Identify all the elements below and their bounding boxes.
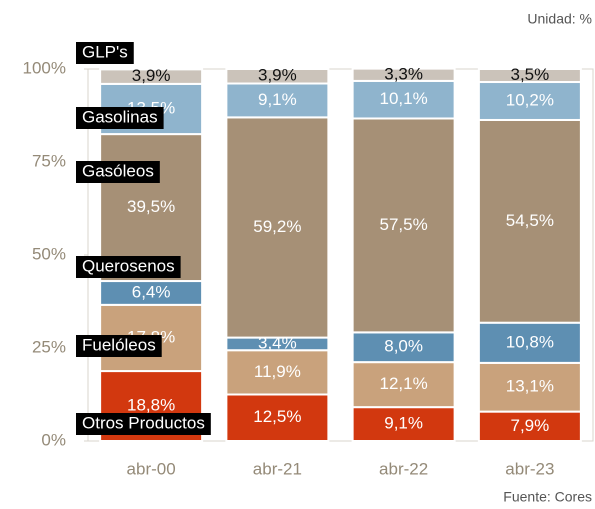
value-label: 7,9% — [511, 416, 550, 435]
bar-segment — [477, 81, 582, 121]
y-tick-label: 100% — [23, 58, 66, 77]
bar-segment — [477, 68, 582, 84]
legend-item: Otros Productos — [76, 413, 211, 435]
source-note: Fuente: Cores — [503, 489, 592, 505]
bar-segment — [477, 361, 582, 413]
value-label: 3,5% — [511, 65, 550, 84]
legend-item: Gasolinas — [76, 107, 164, 129]
bar-segment — [477, 118, 582, 324]
bar-segment — [99, 68, 204, 85]
legend-box — [76, 161, 160, 183]
legend-box — [76, 413, 211, 435]
value-label: 13,1% — [506, 377, 554, 396]
bar-segment — [351, 406, 456, 443]
value-label: 12,5% — [253, 407, 301, 426]
value-label: 8,0% — [384, 337, 423, 356]
bar-segment — [225, 349, 330, 396]
value-label: 3,9% — [132, 66, 171, 85]
legend-box — [76, 107, 164, 129]
bar-segment — [225, 393, 330, 442]
value-label: 18,8% — [127, 396, 175, 415]
bar-segment — [351, 361, 456, 409]
legend-label: Fuelóleos — [82, 335, 156, 354]
legend-box — [76, 42, 134, 64]
x-tick-label: abr-21 — [253, 459, 302, 478]
legend-box — [76, 256, 181, 278]
legend-item: Fuelóleos — [76, 335, 162, 357]
legend-item: Querosenos — [76, 256, 181, 278]
value-label: 3,9% — [258, 66, 297, 85]
legend-label: Gasolinas — [82, 107, 158, 126]
legend-item: Gasóleos — [76, 161, 160, 183]
y-tick-label: 75% — [32, 151, 66, 170]
legend-label: Otros Productos — [82, 413, 205, 432]
legend-label: Querosenos — [82, 256, 175, 275]
value-label: 11,9% — [254, 362, 301, 381]
value-label: 6,4% — [132, 282, 171, 301]
value-label: 3,3% — [384, 64, 423, 83]
value-label: 10,8% — [506, 332, 554, 351]
legend-label: GLP's — [82, 42, 128, 61]
y-tick-label: 0% — [41, 430, 66, 449]
bar-segment — [225, 82, 330, 119]
value-label: 59,2% — [253, 217, 301, 236]
bar-segment — [351, 117, 456, 334]
legend-label: Gasóleos — [82, 161, 154, 180]
x-tick-label: abr-00 — [127, 459, 176, 478]
value-label: 9,1% — [258, 90, 297, 109]
value-label: 39,5% — [127, 197, 175, 216]
value-label: 10,1% — [380, 89, 428, 108]
value-label: 54,5% — [506, 211, 554, 230]
y-tick-label: 50% — [32, 244, 66, 263]
y-tick-label: 25% — [32, 337, 66, 356]
x-tick-label: abr-22 — [379, 459, 428, 478]
x-tick-label: abr-23 — [505, 459, 554, 478]
bar-segment — [477, 321, 582, 364]
bar-segment — [225, 116, 330, 339]
legend-item: GLP's — [76, 42, 134, 64]
value-label: 9,1% — [384, 414, 423, 433]
bar-segment — [225, 68, 330, 85]
unit-note: Unidad: % — [527, 11, 592, 27]
bar-segment — [351, 331, 456, 364]
value-label: 12,1% — [380, 374, 428, 393]
bar-segment — [477, 410, 582, 442]
legend-box — [76, 335, 162, 357]
bar-segment — [351, 67, 456, 82]
value-label: 10,2% — [506, 90, 554, 109]
value-label: 57,5% — [380, 215, 428, 234]
